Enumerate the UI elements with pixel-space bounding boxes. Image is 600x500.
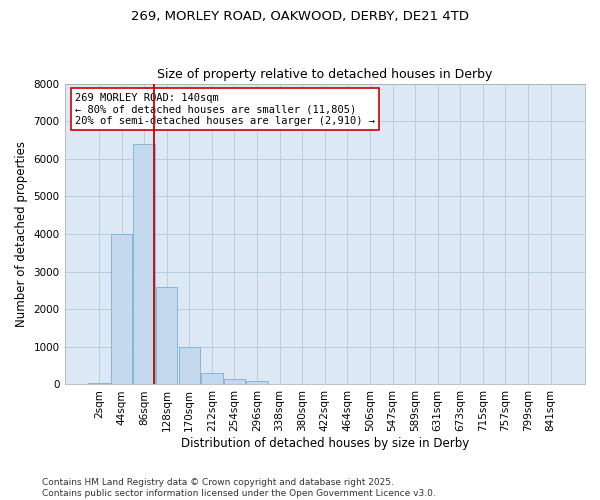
Bar	[224, 379, 245, 384]
Y-axis label: Number of detached properties: Number of detached properties	[15, 141, 28, 327]
Text: 269, MORLEY ROAD, OAKWOOD, DERBY, DE21 4TD: 269, MORLEY ROAD, OAKWOOD, DERBY, DE21 4…	[131, 10, 469, 23]
Bar	[111, 234, 132, 384]
Text: Contains HM Land Registry data © Crown copyright and database right 2025.
Contai: Contains HM Land Registry data © Crown c…	[42, 478, 436, 498]
Text: 269 MORLEY ROAD: 140sqm
← 80% of detached houses are smaller (11,805)
20% of sem: 269 MORLEY ROAD: 140sqm ← 80% of detache…	[75, 92, 375, 126]
Bar	[88, 382, 110, 384]
Title: Size of property relative to detached houses in Derby: Size of property relative to detached ho…	[157, 68, 493, 81]
Bar	[201, 373, 223, 384]
Bar	[179, 347, 200, 385]
Bar	[246, 382, 268, 384]
Bar	[133, 144, 155, 384]
X-axis label: Distribution of detached houses by size in Derby: Distribution of detached houses by size …	[181, 437, 469, 450]
Bar	[156, 286, 178, 384]
